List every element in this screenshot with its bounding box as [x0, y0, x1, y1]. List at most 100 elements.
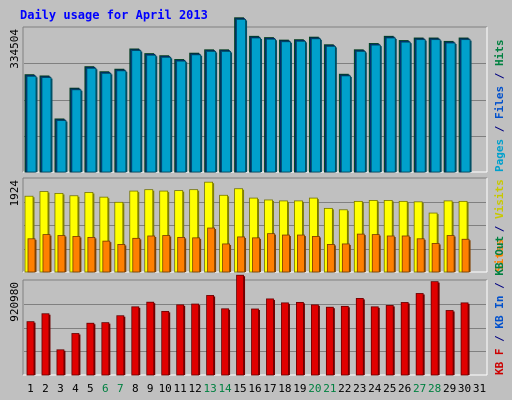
bar-shadow [212, 183, 215, 272]
bar-shadow [467, 202, 469, 272]
bar-shadow [275, 40, 277, 173]
x-tick-label: 19 [293, 382, 306, 395]
bar-shadow [274, 234, 276, 272]
bar-pages [176, 60, 187, 173]
bar-shadow [123, 316, 126, 375]
bar-shadow [155, 56, 158, 173]
bar-shadow [424, 239, 426, 272]
legend-entry: / [493, 329, 506, 349]
bar-shadow [349, 244, 351, 272]
bar-kbytes [340, 305, 349, 376]
x-tick-label: 5 [87, 382, 94, 395]
bar-kbytes [146, 301, 155, 376]
bar-sites [356, 233, 365, 273]
bar-kbytes [430, 281, 439, 376]
bar-pages [251, 37, 261, 173]
x-tick-label: 30 [458, 382, 471, 395]
bar-shadow [259, 238, 262, 272]
bar-shadow [438, 282, 440, 375]
legend-entry: / [493, 119, 506, 139]
bar-shadow [379, 235, 381, 272]
bar-kbytes [86, 322, 95, 376]
bar-pages [460, 39, 471, 173]
bar-shadow [124, 245, 127, 272]
x-tick-label: 16 [248, 382, 261, 395]
bar-pages [445, 42, 456, 173]
bar-kbytes [206, 295, 215, 376]
bar-shadow [317, 199, 319, 272]
bar-sites [177, 236, 186, 273]
legend-label: Pages / Files / Hits [493, 40, 506, 173]
bar-shadow [437, 214, 439, 272]
bar-sites [102, 240, 111, 273]
bar-sites [282, 234, 290, 273]
bar-shadow [153, 303, 156, 375]
bar-pages [310, 38, 321, 173]
bar-pages [281, 41, 291, 173]
bar-sites [192, 237, 201, 273]
bar-shadow [290, 42, 292, 173]
bar-kbytes [236, 274, 244, 376]
bar-pages [206, 51, 217, 173]
bar-shadow [408, 303, 410, 375]
bar-shadow [454, 236, 456, 272]
bar-shadow [347, 210, 349, 272]
x-tick-label: 2 [42, 382, 49, 395]
bar-shadow [365, 52, 367, 172]
bar-shadow [230, 52, 233, 172]
bar-kbytes [56, 349, 65, 376]
bar-kbytes [460, 302, 469, 376]
bar-shadow [185, 62, 188, 173]
legend-entry: / [493, 276, 506, 296]
bar-shadow [468, 303, 470, 375]
series-kbytes [26, 274, 470, 376]
bar-kbytes [400, 302, 409, 376]
bar-sites [326, 244, 335, 273]
legend-entry: Files [493, 86, 506, 119]
legend-label: KB F / KB In / KB Out [493, 236, 506, 375]
legend-entry: Pages [493, 139, 506, 172]
series-sites [27, 227, 471, 273]
y-max-label: 1924 [8, 180, 21, 207]
bar-shadow [470, 40, 472, 172]
bar-shadow [63, 350, 66, 375]
bar-shadow [378, 307, 380, 375]
bar-shadow [439, 244, 441, 272]
bar-shadow [305, 42, 307, 172]
bar-kbytes [131, 306, 140, 376]
bar-shadow [260, 38, 263, 173]
panel-pages_files_hits: 334504 Pages / Files / Hits [8, 17, 506, 173]
x-tick-label: 22 [338, 382, 351, 395]
bar-shadow [350, 76, 352, 172]
legend-entry: Hits [493, 40, 506, 67]
bar-shadow [245, 20, 248, 172]
bar-shadow [215, 52, 218, 172]
bar-kbytes [191, 303, 200, 376]
bar-shadow [137, 192, 140, 272]
bar-shadow [455, 44, 457, 172]
x-tick-label: 20 [308, 382, 321, 395]
legend-entry: Sites [493, 239, 506, 272]
bar-shadow [78, 334, 81, 375]
x-tick-label: 6 [102, 382, 109, 395]
bar-kbytes [445, 310, 454, 376]
bar-shadow [170, 58, 173, 172]
bar-shadow [107, 198, 110, 272]
bar-shadow [138, 307, 141, 375]
bar-shadow [320, 39, 322, 172]
x-tick-label: 11 [174, 382, 187, 395]
bar-shadow [199, 238, 202, 272]
bar-pages [415, 39, 426, 173]
bar-sites [386, 235, 395, 273]
bar-pages [56, 120, 67, 173]
x-tick-label: 26 [398, 382, 411, 395]
bar-sites [237, 236, 245, 273]
bar-kbytes [385, 305, 394, 376]
x-tick-label: 4 [72, 382, 79, 395]
bar-kbytes [415, 293, 424, 376]
bar-shadow [125, 71, 128, 172]
legend-entry: KB In [493, 296, 506, 329]
bar-shadow [49, 235, 52, 272]
bar-sites [416, 238, 425, 273]
bar-shadow [122, 203, 125, 272]
